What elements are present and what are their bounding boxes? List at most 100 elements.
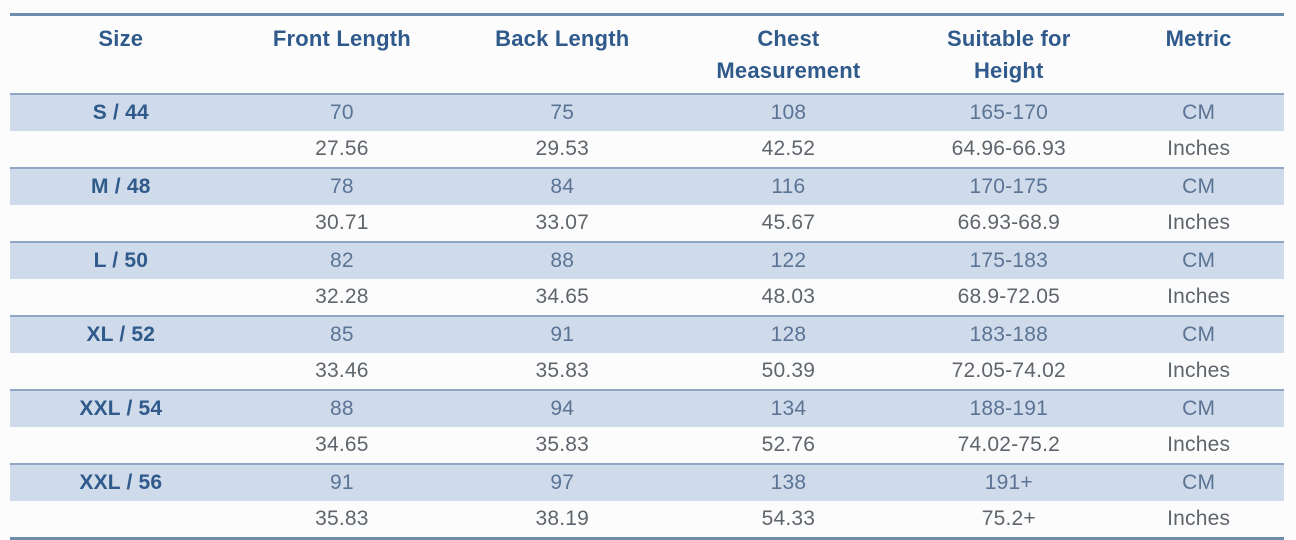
metric-cell: Inches <box>1167 137 1231 160</box>
height-cell: 165-170 <box>904 93 1114 131</box>
table-row: 33.46 35.83 50.39 72.05-74.02 Inches <box>10 353 1284 390</box>
table-row: 30.71 33.07 45.67 66.93-68.9 Inches <box>10 205 1284 242</box>
table-body: S / 44 70 75 108 165-170 CM 27.56 29.53 42.52 64.… <box>10 93 1284 539</box>
back_length-cell: 94 <box>452 389 673 427</box>
front_length-cell: 82 <box>231 241 453 279</box>
size-cell <box>10 205 232 242</box>
column-header-chest-measurement: Chest Measurement <box>672 15 904 95</box>
back_length-cell: 35.83 <box>535 433 590 456</box>
table-row: XXL / 54 88 94 134 188-191 CM <box>10 389 1284 427</box>
metric-cell: Inches <box>1167 359 1231 382</box>
height-cell: 68.9-72.05 <box>957 285 1060 308</box>
back_length-cell: 29.53 <box>535 137 590 160</box>
column-header-size: Size <box>10 15 232 95</box>
height-cell: 64.96-66.93 <box>951 137 1066 160</box>
height-cell: 66.93-68.9 <box>957 211 1060 234</box>
table-row: S / 44 70 75 108 165-170 CM <box>10 93 1284 131</box>
size-cell <box>10 131 232 168</box>
metric-cell: CM <box>1113 463 1284 501</box>
metric-cell: CM <box>1113 241 1284 279</box>
table-row: XL / 52 85 91 128 183-188 CM <box>10 315 1284 353</box>
chest-cell: 54.33 <box>761 507 816 530</box>
back_length-cell: 88 <box>452 241 673 279</box>
size-cell <box>10 279 232 316</box>
front_length-cell: 85 <box>231 315 453 353</box>
table-row: 32.28 34.65 48.03 68.9-72.05 Inches <box>10 279 1284 316</box>
size-cell: S / 44 <box>10 93 232 131</box>
column-header-suitable-for-height: Suitable for Height <box>904 15 1113 95</box>
metric-cell: CM <box>1113 93 1284 131</box>
size-cell <box>10 353 232 390</box>
chest-cell: 116 <box>672 167 905 205</box>
front_length-cell: 78 <box>231 167 453 205</box>
metric-cell: Inches <box>1167 433 1231 456</box>
column-header-label: Size <box>98 26 144 51</box>
metric-cell: Inches <box>1167 507 1231 530</box>
height-cell: 175-183 <box>904 241 1114 279</box>
column-header-metric: Metric <box>1113 15 1284 95</box>
metric-cell: CM <box>1113 167 1284 205</box>
table-row: 35.83 38.19 54.33 75.2+ Inches <box>10 501 1284 539</box>
chest-cell: 52.76 <box>761 433 816 456</box>
size-cell: L / 50 <box>10 241 232 279</box>
table-row: 27.56 29.53 42.52 64.96-66.93 Inches <box>10 131 1284 168</box>
header-row: Size Front Length Back Length Chest Meas… <box>10 15 1284 95</box>
column-header-label: Chest Measurement <box>716 26 861 83</box>
height-cell: 188-191 <box>904 389 1114 427</box>
chest-cell: 42.52 <box>761 137 816 160</box>
table-row: M / 48 78 84 116 170-175 CM <box>10 167 1284 205</box>
front_length-cell: 30.71 <box>315 211 369 234</box>
back_length-cell: 91 <box>452 315 673 353</box>
front_length-cell: 33.46 <box>315 359 369 382</box>
height-cell: 75.2+ <box>981 507 1036 530</box>
size-cell: M / 48 <box>10 167 232 205</box>
back_length-cell: 84 <box>452 167 673 205</box>
chest-cell: 122 <box>672 241 905 279</box>
back_length-cell: 35.83 <box>535 359 590 382</box>
back_length-cell: 97 <box>452 463 673 501</box>
front_length-cell: 34.65 <box>315 433 369 456</box>
back_length-cell: 38.19 <box>535 507 590 530</box>
size-cell: XL / 52 <box>10 315 232 353</box>
back_length-cell: 75 <box>452 93 673 131</box>
column-header-front-length: Front Length <box>232 15 452 95</box>
size-cell: XXL / 54 <box>10 389 232 427</box>
table-row: L / 50 82 88 122 175-183 CM <box>10 241 1284 279</box>
chest-cell: 138 <box>672 463 905 501</box>
metric-cell: Inches <box>1167 211 1231 234</box>
table-header: Size Front Length Back Length Chest Meas… <box>10 15 1284 95</box>
chest-cell: 45.67 <box>761 211 816 234</box>
size-chart-table: Size Front Length Back Length Chest Meas… <box>10 13 1284 540</box>
table-row: XXL / 56 91 97 138 191+ CM <box>10 463 1284 501</box>
height-cell: 183-188 <box>904 315 1114 353</box>
metric-cell: Inches <box>1167 285 1231 308</box>
column-header-label: Suitable for Height <box>947 26 1071 83</box>
chest-cell: 128 <box>672 315 905 353</box>
size-cell <box>10 427 232 464</box>
size-cell: XXL / 56 <box>10 463 232 501</box>
column-header-label: Back Length <box>495 26 630 51</box>
height-cell: 72.05-74.02 <box>951 359 1066 382</box>
back_length-cell: 34.65 <box>535 285 590 308</box>
chest-cell: 48.03 <box>761 285 816 308</box>
front_length-cell: 27.56 <box>315 137 369 160</box>
chest-cell: 134 <box>672 389 905 427</box>
chest-cell: 108 <box>672 93 905 131</box>
front_length-cell: 32.28 <box>315 285 369 308</box>
column-header-label: Front Length <box>272 26 411 51</box>
height-cell: 74.02-75.2 <box>957 433 1060 456</box>
front_length-cell: 70 <box>231 93 453 131</box>
back_length-cell: 33.07 <box>535 211 590 234</box>
column-header-label: Metric <box>1165 26 1232 51</box>
column-header-back-length: Back Length <box>452 15 672 95</box>
chest-cell: 50.39 <box>761 359 816 382</box>
table-row: 34.65 35.83 52.76 74.02-75.2 Inches <box>10 427 1284 464</box>
size-chart: Size Front Length Back Length Chest Meas… <box>10 13 1284 540</box>
front_length-cell: 88 <box>231 389 453 427</box>
metric-cell: CM <box>1113 315 1284 353</box>
height-cell: 191+ <box>904 463 1114 501</box>
front_length-cell: 35.83 <box>315 507 369 530</box>
front_length-cell: 91 <box>231 463 453 501</box>
metric-cell: CM <box>1113 389 1284 427</box>
height-cell: 170-175 <box>904 167 1114 205</box>
